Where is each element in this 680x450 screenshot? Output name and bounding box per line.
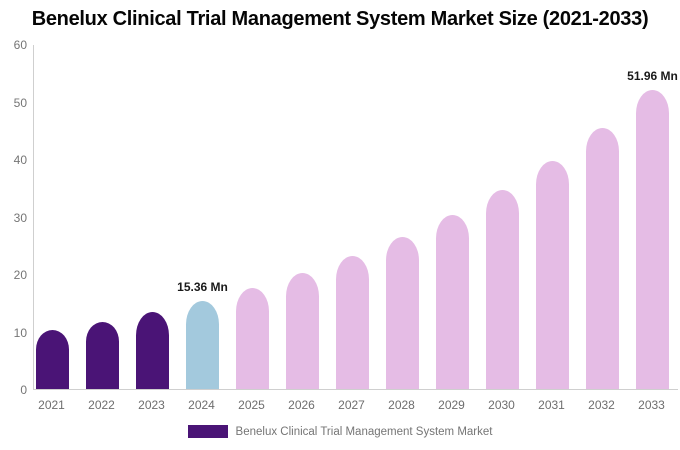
bar-2021 — [36, 330, 69, 389]
y-axis-tick-label: 20 — [13, 268, 27, 282]
y-axis-tick-label: 60 — [13, 38, 27, 52]
y-axis-tick-label: 30 — [13, 210, 27, 225]
x-axis-label-2031: 2031 — [538, 398, 565, 412]
bar-2026 — [286, 273, 319, 389]
y-axis-tick-label: 40 — [13, 153, 27, 167]
value-annotation-2024: 15.36 Mn — [177, 279, 228, 294]
plot-area: 15.36 Mn 51.96 Mn — [33, 45, 678, 390]
x-axis-label-2021: 2021 — [38, 398, 65, 412]
legend: Benelux Clinical Trial Management System… — [0, 425, 680, 438]
bar-2022 — [86, 321, 119, 389]
x-axis-label-2025: 2025 — [238, 398, 265, 412]
x-axis-label-2026: 2026 — [288, 398, 315, 412]
bar-2031 — [536, 160, 569, 389]
x-axis-label-2027: 2027 — [338, 398, 365, 412]
x-axis-label-2033: 2033 — [638, 398, 665, 412]
legend-label: Benelux Clinical Trial Management System… — [235, 425, 493, 438]
x-axis-label-2022: 2022 — [88, 398, 115, 412]
legend-swatch — [187, 425, 228, 438]
y-axis-tick-label: 10 — [13, 325, 27, 340]
y-axis-tick-label: 0 — [20, 383, 27, 397]
bar-2025 — [236, 287, 269, 389]
bar-2033 — [636, 90, 669, 389]
value-annotation-2033: 51.96 Mn — [627, 69, 678, 84]
bar-2028 — [386, 237, 419, 389]
y-axis-tick-label: 50 — [13, 95, 27, 110]
x-axis-label-2028: 2028 — [388, 398, 415, 412]
bar-2024 — [186, 300, 219, 389]
chart-title: Benelux Clinical Trial Management System… — [31, 8, 649, 30]
x-axis-label-2023: 2023 — [138, 398, 165, 412]
bar-2027 — [336, 256, 369, 389]
bar-2029 — [436, 215, 469, 389]
bar-2023 — [136, 312, 169, 389]
bar-2030 — [486, 190, 519, 389]
bar-2032 — [586, 127, 619, 389]
x-axis-label-2024: 2024 — [188, 398, 215, 412]
x-axis-label-2032: 2032 — [588, 398, 615, 412]
x-axis-label-2029: 2029 — [438, 398, 465, 412]
x-axis-label-2030: 2030 — [488, 398, 515, 412]
